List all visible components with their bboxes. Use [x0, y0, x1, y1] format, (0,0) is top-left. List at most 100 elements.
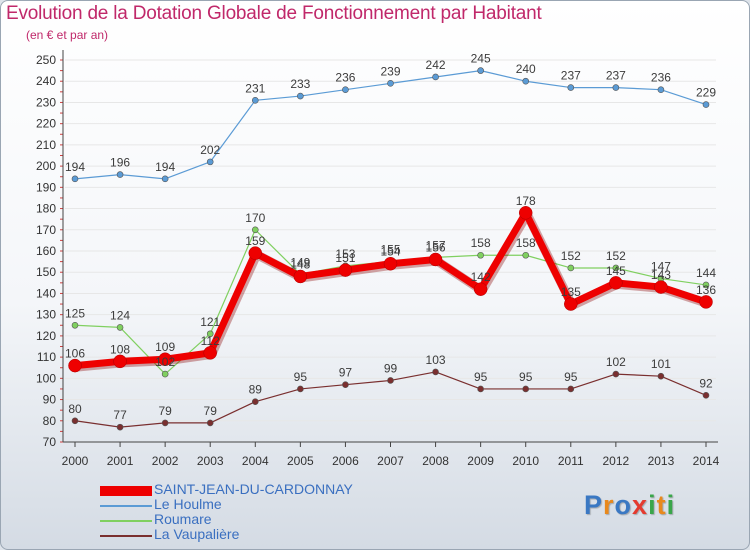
legend-label: Roumare — [154, 511, 212, 527]
x-tick-label: 2010 — [512, 454, 539, 468]
data-point — [428, 252, 443, 267]
data-label: 97 — [339, 366, 353, 380]
y-tick-label: 70 — [43, 435, 57, 449]
data-label: 121 — [200, 315, 220, 329]
data-point — [116, 423, 124, 431]
data-point — [158, 352, 172, 366]
x-tick-label: 2004 — [242, 454, 269, 468]
data-label: 157 — [426, 238, 446, 252]
y-tick-label: 220 — [36, 117, 56, 131]
y-tick-label: 130 — [36, 308, 56, 322]
x-tick-label: 2002 — [152, 454, 179, 468]
data-point — [338, 263, 353, 277]
data-point — [161, 419, 169, 427]
data-label: 143 — [651, 268, 671, 282]
data-label: 102 — [606, 355, 626, 369]
data-point — [383, 256, 398, 271]
data-point — [116, 171, 124, 178]
data-label: 144 — [696, 266, 716, 280]
data-label: 154 — [380, 245, 400, 259]
chart-title: Evolution de la Dotation Globale de Fonc… — [6, 3, 542, 24]
y-tick-label: 110 — [37, 350, 56, 364]
logo-letter: o — [614, 490, 633, 520]
data-point — [161, 175, 169, 183]
data-label: 242 — [426, 58, 446, 72]
data-label: 79 — [158, 404, 172, 418]
logo-letter: x — [632, 490, 649, 520]
data-point — [702, 392, 710, 399]
data-point — [251, 97, 259, 104]
x-tick-label: 2005 — [287, 454, 314, 468]
data-point — [297, 92, 304, 100]
data-label: 77 — [113, 408, 127, 422]
data-label: 136 — [696, 283, 716, 297]
data-label: 106 — [65, 347, 85, 361]
data-point — [68, 358, 82, 373]
data-label: 237 — [561, 69, 581, 83]
data-label: 95 — [519, 370, 533, 384]
data-label: 147 — [651, 260, 671, 274]
data-point — [654, 280, 668, 294]
data-point — [473, 282, 488, 296]
data-point — [699, 295, 713, 309]
data-label: 153 — [335, 247, 355, 261]
logo-letter: t — [656, 490, 667, 520]
data-point — [657, 372, 665, 380]
data-point — [432, 368, 439, 376]
data-point — [71, 321, 79, 329]
data-label: 229 — [696, 86, 716, 100]
data-point — [564, 297, 578, 311]
logo-letter: i — [648, 490, 657, 520]
y-tick-label: 160 — [36, 244, 56, 258]
y-tick-label: 90 — [43, 393, 57, 407]
data-label: 152 — [561, 249, 581, 263]
data-point — [567, 264, 575, 272]
data-label: 158 — [471, 236, 491, 250]
data-point — [518, 206, 533, 220]
data-label: 103 — [426, 353, 446, 367]
data-point — [522, 385, 530, 393]
y-tick-label: 100 — [36, 371, 56, 385]
data-label: 233 — [290, 77, 310, 91]
x-tick-label: 2009 — [467, 454, 494, 468]
data-point — [71, 175, 79, 183]
y-tick-label: 210 — [36, 138, 56, 152]
data-label: 159 — [245, 234, 265, 248]
data-point — [71, 417, 79, 425]
data-point — [342, 86, 349, 94]
data-point — [567, 385, 575, 393]
data-point — [657, 86, 665, 94]
logo-letter: r — [603, 490, 615, 520]
data-label: 237 — [606, 69, 626, 83]
legend-label: SAINT-JEAN-DU-CARDONNAY — [154, 481, 353, 497]
data-label: 145 — [606, 264, 626, 278]
data-label: 80 — [68, 402, 82, 416]
data-point — [612, 264, 620, 272]
data-point — [702, 101, 710, 108]
data-label: 79 — [204, 404, 218, 418]
x-tick-label: 2008 — [422, 454, 449, 468]
x-tick-label: 2011 — [558, 454, 584, 468]
data-label: 194 — [65, 160, 85, 174]
data-point — [206, 419, 214, 427]
y-tick-label: 240 — [36, 74, 56, 88]
data-point — [161, 370, 169, 378]
y-tick-label: 140 — [36, 286, 56, 300]
data-point — [251, 398, 259, 405]
data-label: 151 — [335, 251, 355, 265]
data-point — [612, 370, 620, 378]
data-label: 236 — [335, 71, 355, 85]
data-label: 240 — [516, 62, 536, 76]
data-label: 124 — [110, 308, 130, 322]
data-point — [297, 385, 304, 393]
data-point — [522, 77, 530, 85]
y-tick-label: 80 — [43, 414, 57, 428]
x-tick-label: 2003 — [197, 454, 224, 468]
data-label: 178 — [516, 194, 536, 208]
data-label: 231 — [245, 81, 265, 95]
data-label: 95 — [474, 370, 488, 384]
data-label: 95 — [564, 370, 578, 384]
data-point — [477, 67, 484, 74]
y-tick-label: 230 — [36, 95, 56, 109]
data-point — [342, 381, 349, 389]
